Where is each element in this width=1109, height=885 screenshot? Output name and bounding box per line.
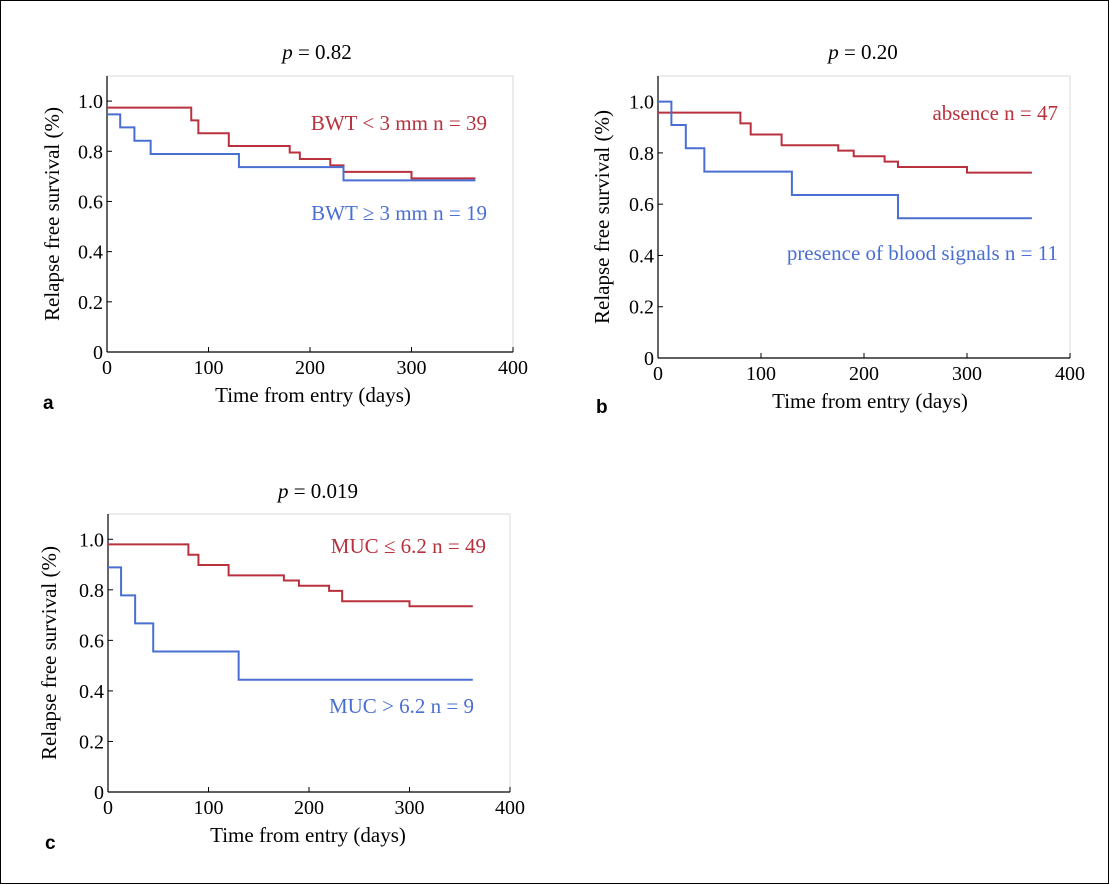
x-tick-label: 0 bbox=[103, 797, 113, 819]
chart-title-p: p bbox=[280, 40, 293, 64]
x-axis-label: Time from entry (days) bbox=[215, 383, 411, 407]
chart-panel-b: 0 100 200 300 400 0 0.2 0.4 0.6 0.8 1.0 p = 0.20 Tim… bbox=[590, 40, 1085, 418]
series-label: absence n = 47 bbox=[932, 101, 1058, 125]
y-tick-label: 0.4 bbox=[629, 245, 654, 267]
panel-label: c bbox=[45, 833, 56, 854]
x-tick-label: 0 bbox=[102, 357, 112, 379]
series-line-blue bbox=[658, 100, 1032, 220]
y-tick-label: 0.4 bbox=[78, 242, 103, 264]
y-axis-label: Relapse free survival (%) bbox=[590, 110, 614, 324]
chart-panel-a: 0 100 200 300 400 0 0.2 0.4 0.6 0.8 1.0 p = 0.82 Tim… bbox=[40, 40, 528, 414]
x-tick-label: 400 bbox=[1055, 363, 1085, 385]
chart-title: p = 0.019 bbox=[276, 479, 358, 503]
x-tick-label: 400 bbox=[498, 357, 528, 379]
x-axis-label: Time from entry (days) bbox=[772, 389, 968, 413]
y-tick-label: 0.6 bbox=[78, 191, 103, 213]
x-tick-label: 200 bbox=[295, 357, 325, 379]
y-tick-label: 1.0 bbox=[78, 91, 103, 113]
chart-title-value: = 0.20 bbox=[839, 40, 898, 64]
x-tick-label: 100 bbox=[194, 357, 224, 379]
y-tick-label: 0 bbox=[644, 348, 654, 370]
y-axis-label: Relapse free survival (%) bbox=[40, 107, 64, 321]
series-label: presence of blood signals n = 11 bbox=[787, 241, 1058, 265]
y-tick-label: 0.6 bbox=[79, 630, 104, 652]
y-tick-label: 0.8 bbox=[629, 143, 654, 165]
x-tick-label: 400 bbox=[495, 797, 525, 819]
series-label: MUC > 6.2 n = 9 bbox=[329, 694, 474, 718]
y-tick-label: 0.4 bbox=[79, 681, 104, 703]
y-tick-label: 1.0 bbox=[79, 529, 104, 551]
chart-title-p: p bbox=[276, 479, 289, 503]
panel-label: b bbox=[596, 397, 608, 418]
y-tick-label: 0.2 bbox=[629, 297, 654, 319]
y-tick-label: 0.8 bbox=[79, 580, 104, 602]
chart-title-p: p bbox=[826, 40, 839, 64]
x-axis-label: Time from entry (days) bbox=[210, 823, 406, 847]
x-tick-label: 300 bbox=[395, 797, 425, 819]
chart-panel-c: 0 100 200 300 400 0 0.2 0.4 0.6 0.8 1.0 p = 0.019 Ti… bbox=[37, 479, 525, 854]
y-tick-label: 0 bbox=[93, 342, 103, 364]
y-axis-label: Relapse free survival (%) bbox=[37, 546, 61, 760]
series-line-blue bbox=[107, 113, 476, 182]
y-tick-label: 0.2 bbox=[78, 292, 103, 314]
series-label: BWT < 3 mm n = 39 bbox=[311, 111, 487, 135]
x-tick-label: 200 bbox=[849, 363, 879, 385]
x-tick-label: 0 bbox=[653, 363, 663, 385]
x-tick-label: 300 bbox=[397, 357, 427, 379]
series-line-blue bbox=[108, 566, 473, 681]
series-label: BWT ≥ 3 mm n = 19 bbox=[311, 201, 487, 225]
y-tick-label: 0.6 bbox=[629, 194, 654, 216]
y-tick-label: 1.0 bbox=[629, 92, 654, 114]
series-line-red bbox=[108, 543, 473, 608]
x-tick-label: 100 bbox=[746, 363, 776, 385]
series-label: MUC ≤ 6.2 n = 49 bbox=[331, 534, 486, 558]
panel-label: a bbox=[43, 393, 54, 414]
chart-title-value: = 0.019 bbox=[288, 479, 358, 503]
chart-title: p = 0.82 bbox=[280, 40, 352, 64]
chart-title: p = 0.20 bbox=[826, 40, 898, 64]
y-tick-label: 0.8 bbox=[78, 141, 103, 163]
x-tick-label: 100 bbox=[194, 797, 224, 819]
chart-title-value: = 0.82 bbox=[293, 40, 352, 64]
series-line-red bbox=[658, 111, 1032, 174]
x-tick-label: 300 bbox=[952, 363, 982, 385]
y-tick-label: 0.2 bbox=[79, 731, 104, 753]
series-line-red bbox=[107, 106, 476, 180]
y-tick-label: 0 bbox=[94, 782, 104, 804]
x-tick-label: 200 bbox=[294, 797, 324, 819]
